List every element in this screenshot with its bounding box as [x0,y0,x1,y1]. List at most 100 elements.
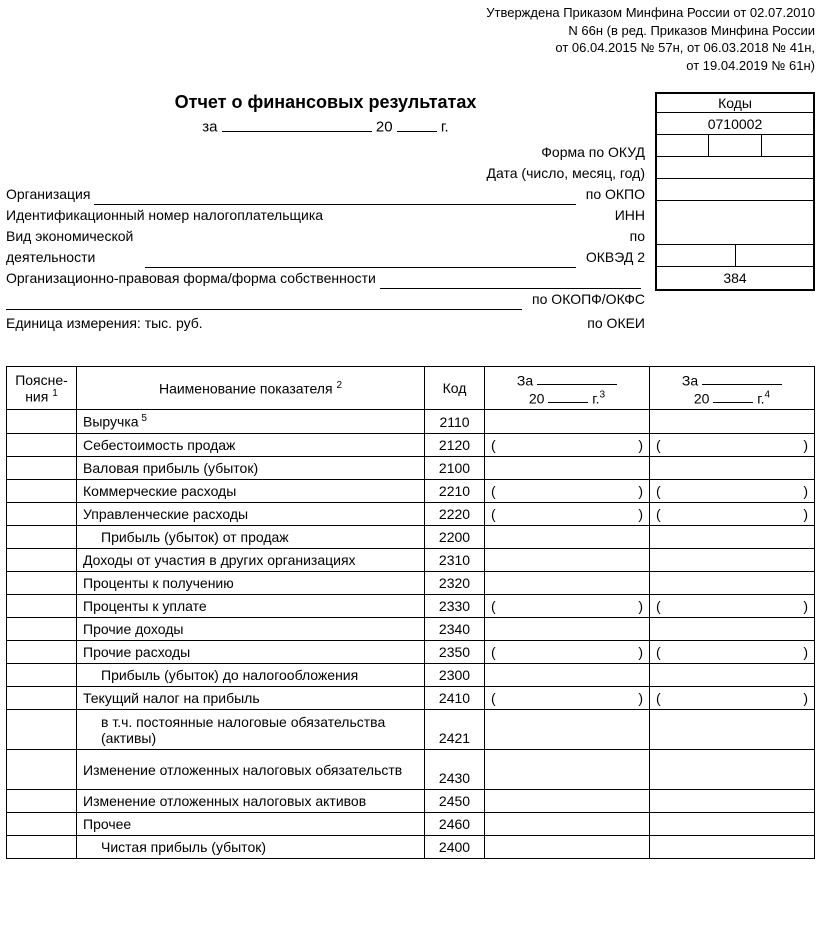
opf-label: Организационно-правовая форма/форма собс… [6,268,376,289]
cell-period[interactable]: () [485,687,650,710]
cell-poyasn[interactable] [7,480,77,503]
cell-poyasn[interactable] [7,641,77,664]
table-row: Проценты к уплате2330() () [7,595,815,618]
cell-poyasn[interactable] [7,410,77,434]
cell-period[interactable]: () [485,434,650,457]
cell-poyasn[interactable] [7,457,77,480]
cell-period[interactable] [485,618,650,641]
cell-period[interactable] [650,836,815,859]
opf-field-2[interactable] [6,294,522,309]
code-date-d[interactable] [657,135,709,156]
cell-period[interactable]: () [650,595,815,618]
cell-period[interactable] [650,664,815,687]
cell-period[interactable] [485,710,650,750]
cell-period[interactable] [485,790,650,813]
cell-poyasn[interactable] [7,750,77,790]
cell-period[interactable] [485,549,650,572]
period-blank-2[interactable] [397,115,437,132]
th-p2-year[interactable] [713,388,753,403]
cell-period[interactable] [650,813,815,836]
cell-period[interactable]: () [485,503,650,526]
cell-poyasn[interactable] [7,549,77,572]
cell-poyasn[interactable] [7,664,77,687]
cell-kod: 2400 [425,836,485,859]
th-p2-blank[interactable] [702,370,782,385]
th-p1-year[interactable] [548,388,588,403]
unit-label: Единица измерения: тыс. руб. [6,313,203,334]
cell-period[interactable] [650,572,815,595]
cell-period[interactable] [485,526,650,549]
table-header-row: Поясне- ния 1 Наименование показателя 2 … [7,366,815,410]
code-inn[interactable] [657,179,813,200]
cell-period[interactable] [485,813,650,836]
paren-left: ( [491,437,496,453]
cell-name-text: Изменение отложенных налоговых активов [83,793,366,809]
cell-period[interactable] [650,710,815,750]
cell-poyasn[interactable] [7,790,77,813]
cell-name-text: Коммерческие расходы [83,483,236,499]
paren-left: ( [491,483,496,499]
cell-period[interactable]: () [485,595,650,618]
code-date-y[interactable] [762,135,813,156]
cell-poyasn[interactable] [7,836,77,859]
paren-right: ) [638,506,643,522]
cell-period[interactable]: () [485,641,650,664]
cell-period[interactable] [485,457,650,480]
period-line: за 20 г. [6,115,645,136]
paren-right: ) [638,644,643,660]
org-field[interactable] [94,189,575,204]
paren-right: ) [803,506,808,522]
table-row: Выручка 52110 [7,410,815,434]
cell-name-sup: 5 [139,413,147,424]
cell-name-text: Прочее [83,816,131,832]
cell-poyasn[interactable] [7,595,77,618]
cell-period[interactable] [650,549,815,572]
cell-poyasn[interactable] [7,526,77,549]
cell-period[interactable]: () [650,480,815,503]
cell-poyasn[interactable] [7,618,77,641]
paren-left: ( [656,506,661,522]
cell-period[interactable] [485,410,650,434]
cell-period[interactable] [650,790,815,813]
paren-left: ( [656,644,661,660]
cell-poyasn[interactable] [7,710,77,750]
cell-period[interactable] [650,526,815,549]
th-p1-blank[interactable] [537,370,617,385]
cell-period[interactable] [485,836,650,859]
code-okopf[interactable] [657,245,736,266]
cell-poyasn[interactable] [7,503,77,526]
cell-name-text: в т.ч. постоянные налоговые обязательств… [101,714,385,746]
cell-period[interactable] [650,457,815,480]
cell-poyasn[interactable] [7,813,77,836]
code-okfs[interactable] [736,245,814,266]
period-blank-1[interactable] [222,115,372,132]
approval-block: Утверждена Приказом Минфина России от 02… [6,4,815,74]
cell-period[interactable]: () [650,641,815,664]
cell-period[interactable]: () [650,434,815,457]
th-name: Наименование показателя 2 [77,366,425,410]
code-okved[interactable] [657,201,813,244]
cell-period[interactable] [650,410,815,434]
table-row: Прочие доходы2340 [7,618,815,641]
po-okpo-label: по ОКПО [580,184,645,205]
code-okpo[interactable] [657,157,813,178]
cell-period[interactable] [485,572,650,595]
cell-period[interactable] [650,618,815,641]
cell-poyasn[interactable] [7,434,77,457]
table-row: Валовая прибыль (убыток)2100 [7,457,815,480]
activity-field[interactable] [145,252,576,267]
cell-name-text: Изменение отложенных налоговых обязатель… [83,762,402,778]
cell-period[interactable]: () [650,687,815,710]
cell-period[interactable]: () [485,480,650,503]
opf-field-1[interactable] [380,273,641,288]
cell-kod: 2430 [425,750,485,790]
cell-period[interactable]: () [650,503,815,526]
cell-name: Валовая прибыль (убыток) [77,457,425,480]
cell-poyasn[interactable] [7,687,77,710]
code-date-m[interactable] [709,135,761,156]
cell-period[interactable] [485,664,650,687]
cell-kod: 2450 [425,790,485,813]
cell-period[interactable] [485,750,650,790]
cell-period[interactable] [650,750,815,790]
cell-poyasn[interactable] [7,572,77,595]
